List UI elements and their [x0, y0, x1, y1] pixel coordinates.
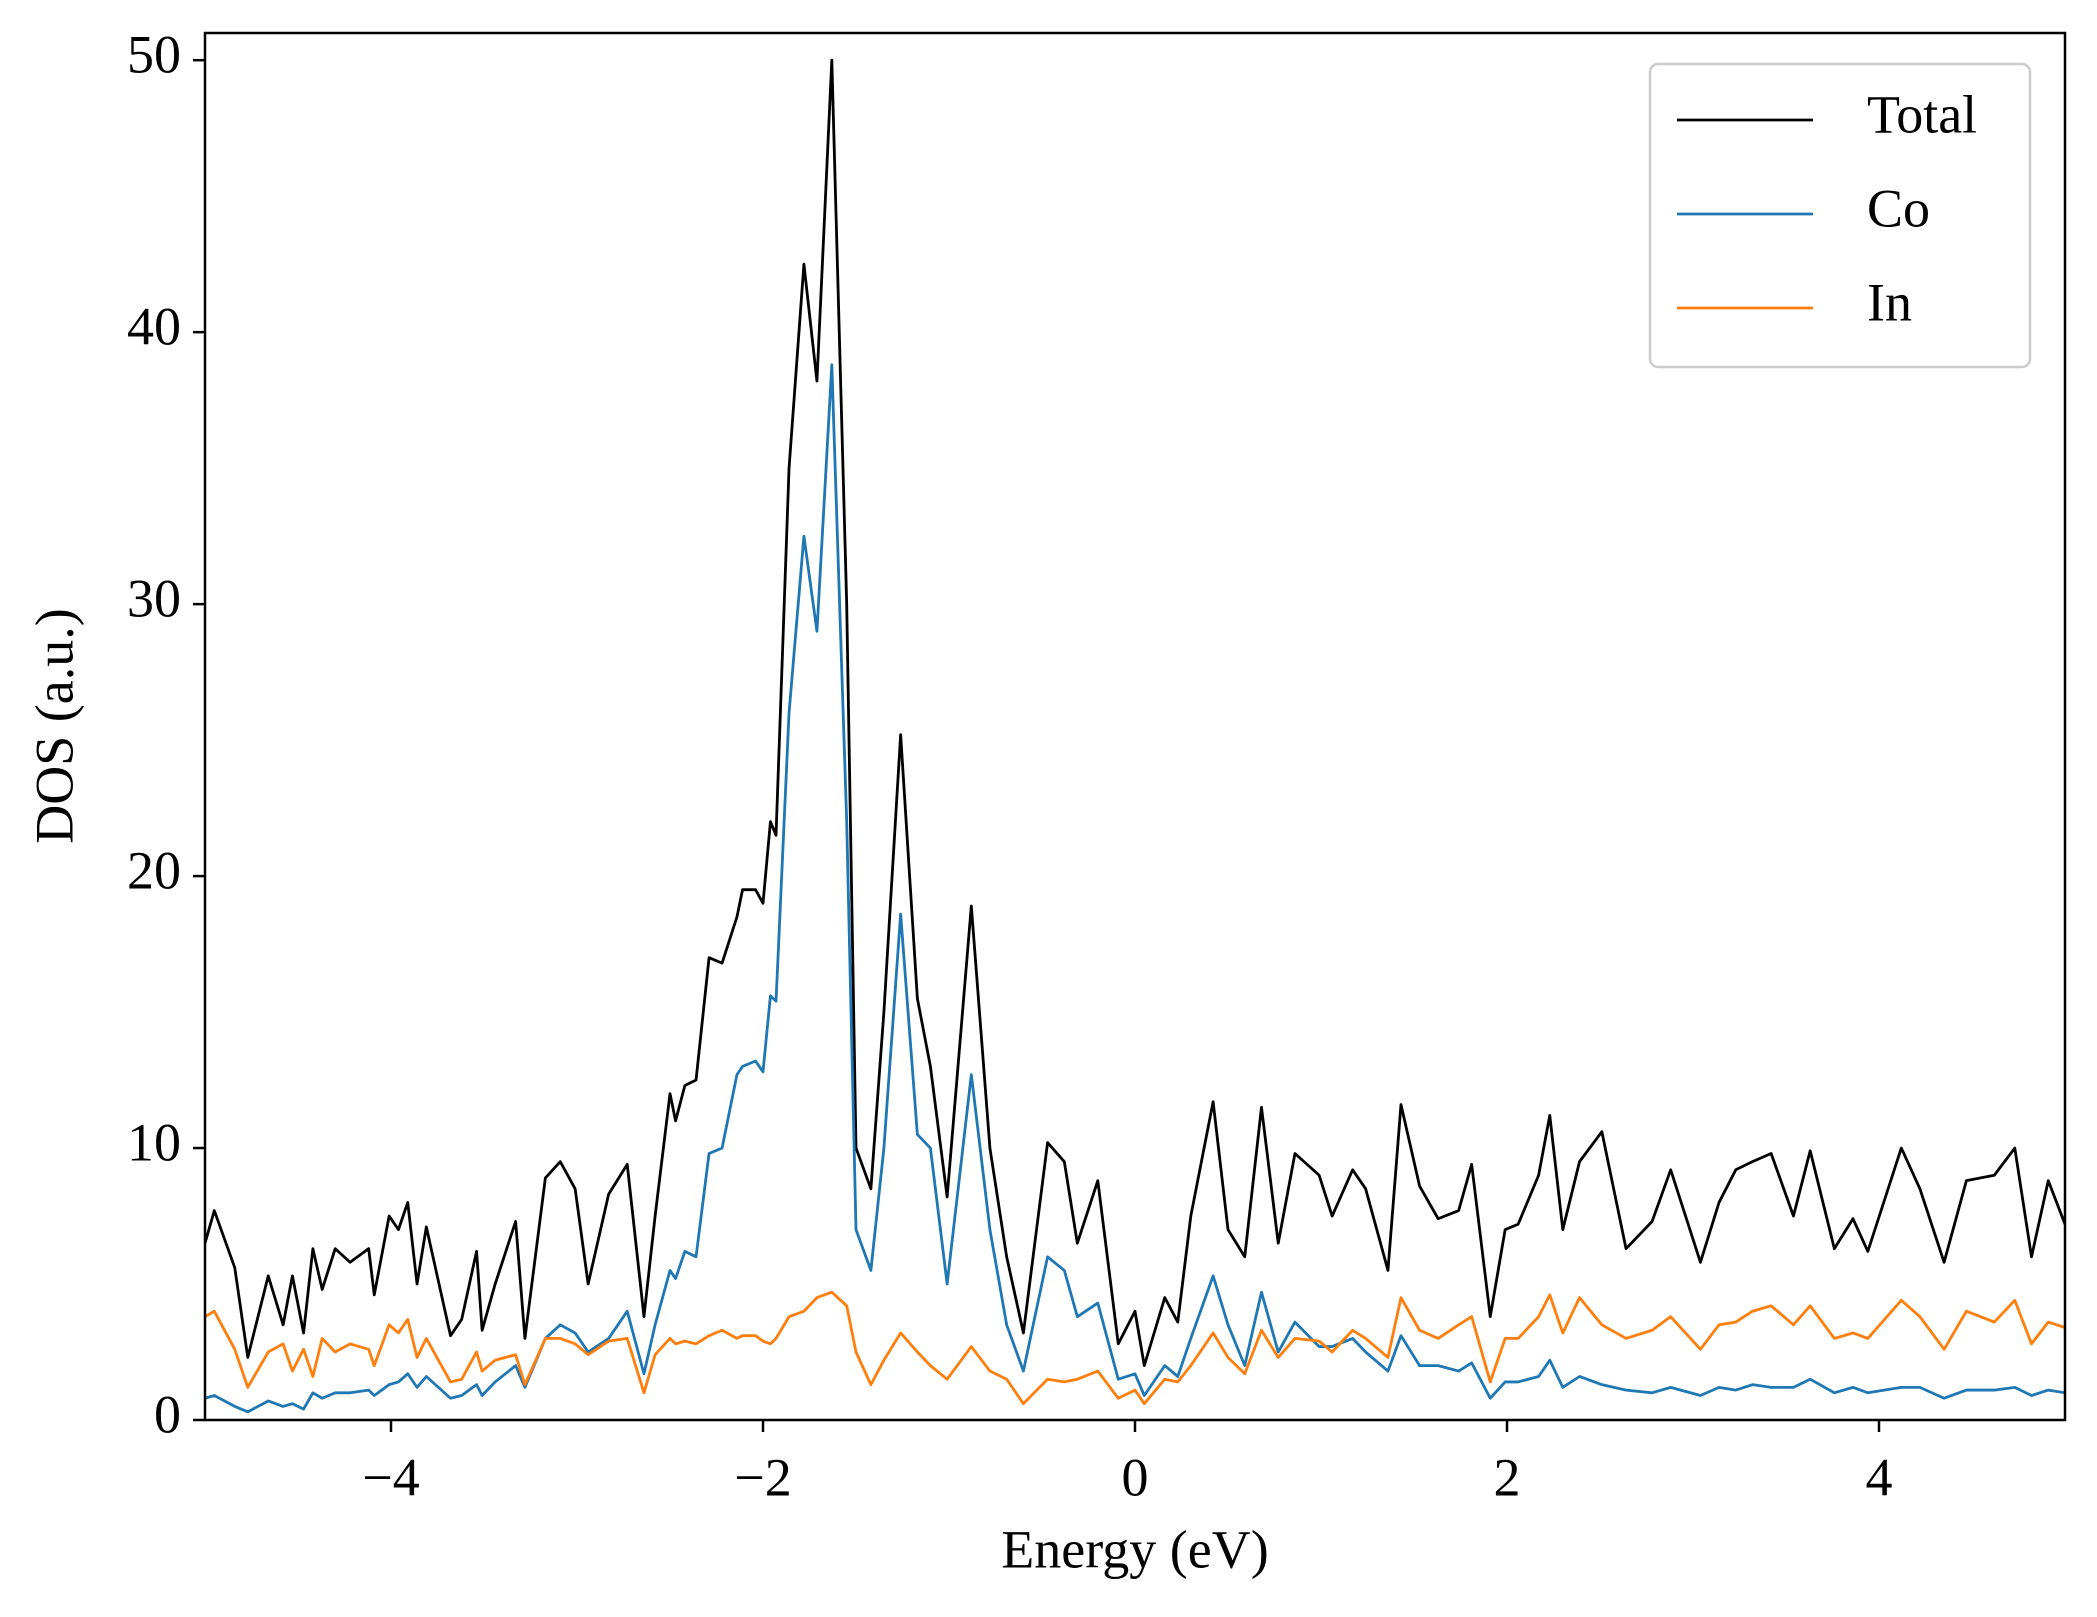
- y-tick-label: 20: [127, 840, 181, 900]
- y-tick-label: 50: [127, 25, 181, 85]
- y-tick-label: 10: [127, 1112, 181, 1172]
- series-line: [205, 1290, 2065, 1406]
- series-line: [205, 363, 2065, 1414]
- x-tick-label: −4: [362, 1447, 419, 1507]
- y-tick-label: 30: [127, 569, 181, 629]
- series-line: [205, 58, 2065, 1368]
- x-tick-label: −2: [734, 1447, 791, 1507]
- x-tick-label: 0: [1122, 1447, 1149, 1507]
- y-axis-label: DOS (a.u.): [24, 608, 84, 843]
- y-tick-label: 40: [127, 297, 181, 357]
- x-tick-label: 2: [1494, 1447, 1521, 1507]
- legend-box: [1648, 62, 2032, 369]
- legend-label: In: [1867, 272, 1912, 332]
- y-tick-label: 0: [154, 1384, 181, 1444]
- x-tick-label: 4: [1866, 1447, 1893, 1507]
- legend-label: Total: [1867, 84, 1977, 144]
- legend-label: Co: [1867, 178, 1930, 238]
- plot-lines: [205, 58, 2065, 1414]
- x-axis-label: Energy (eV): [1001, 1519, 1268, 1579]
